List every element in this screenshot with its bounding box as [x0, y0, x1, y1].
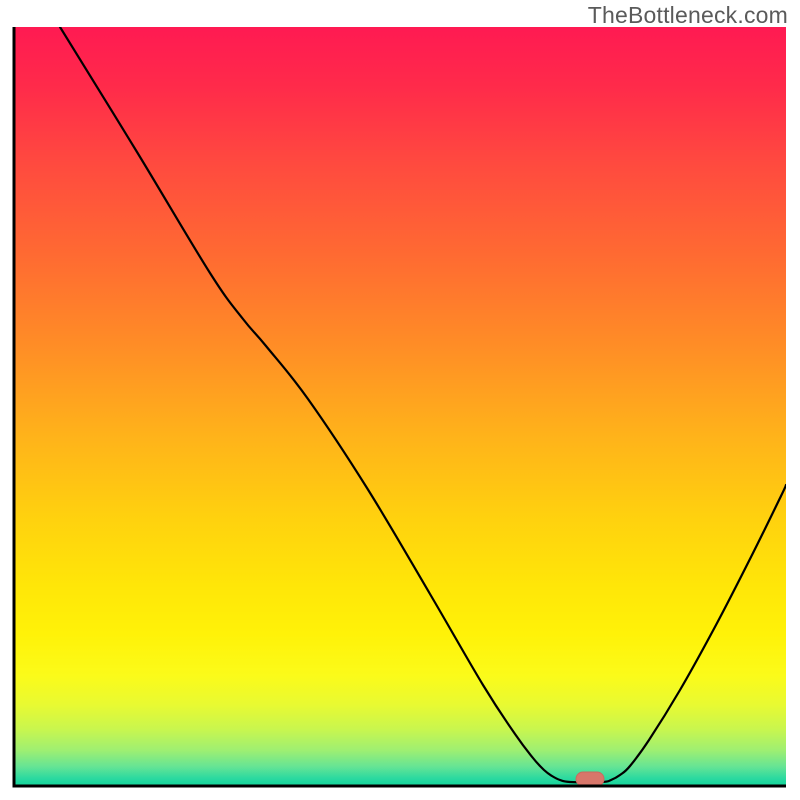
optimal-marker [576, 772, 604, 786]
watermark-text: TheBottleneck.com [588, 2, 788, 29]
chart-container: TheBottleneck.com [0, 0, 800, 800]
bottleneck-chart [0, 0, 800, 800]
